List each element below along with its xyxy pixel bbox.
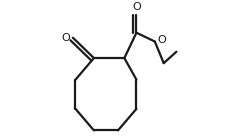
Text: O: O — [157, 35, 166, 45]
Text: O: O — [62, 33, 70, 43]
Text: O: O — [132, 2, 141, 12]
